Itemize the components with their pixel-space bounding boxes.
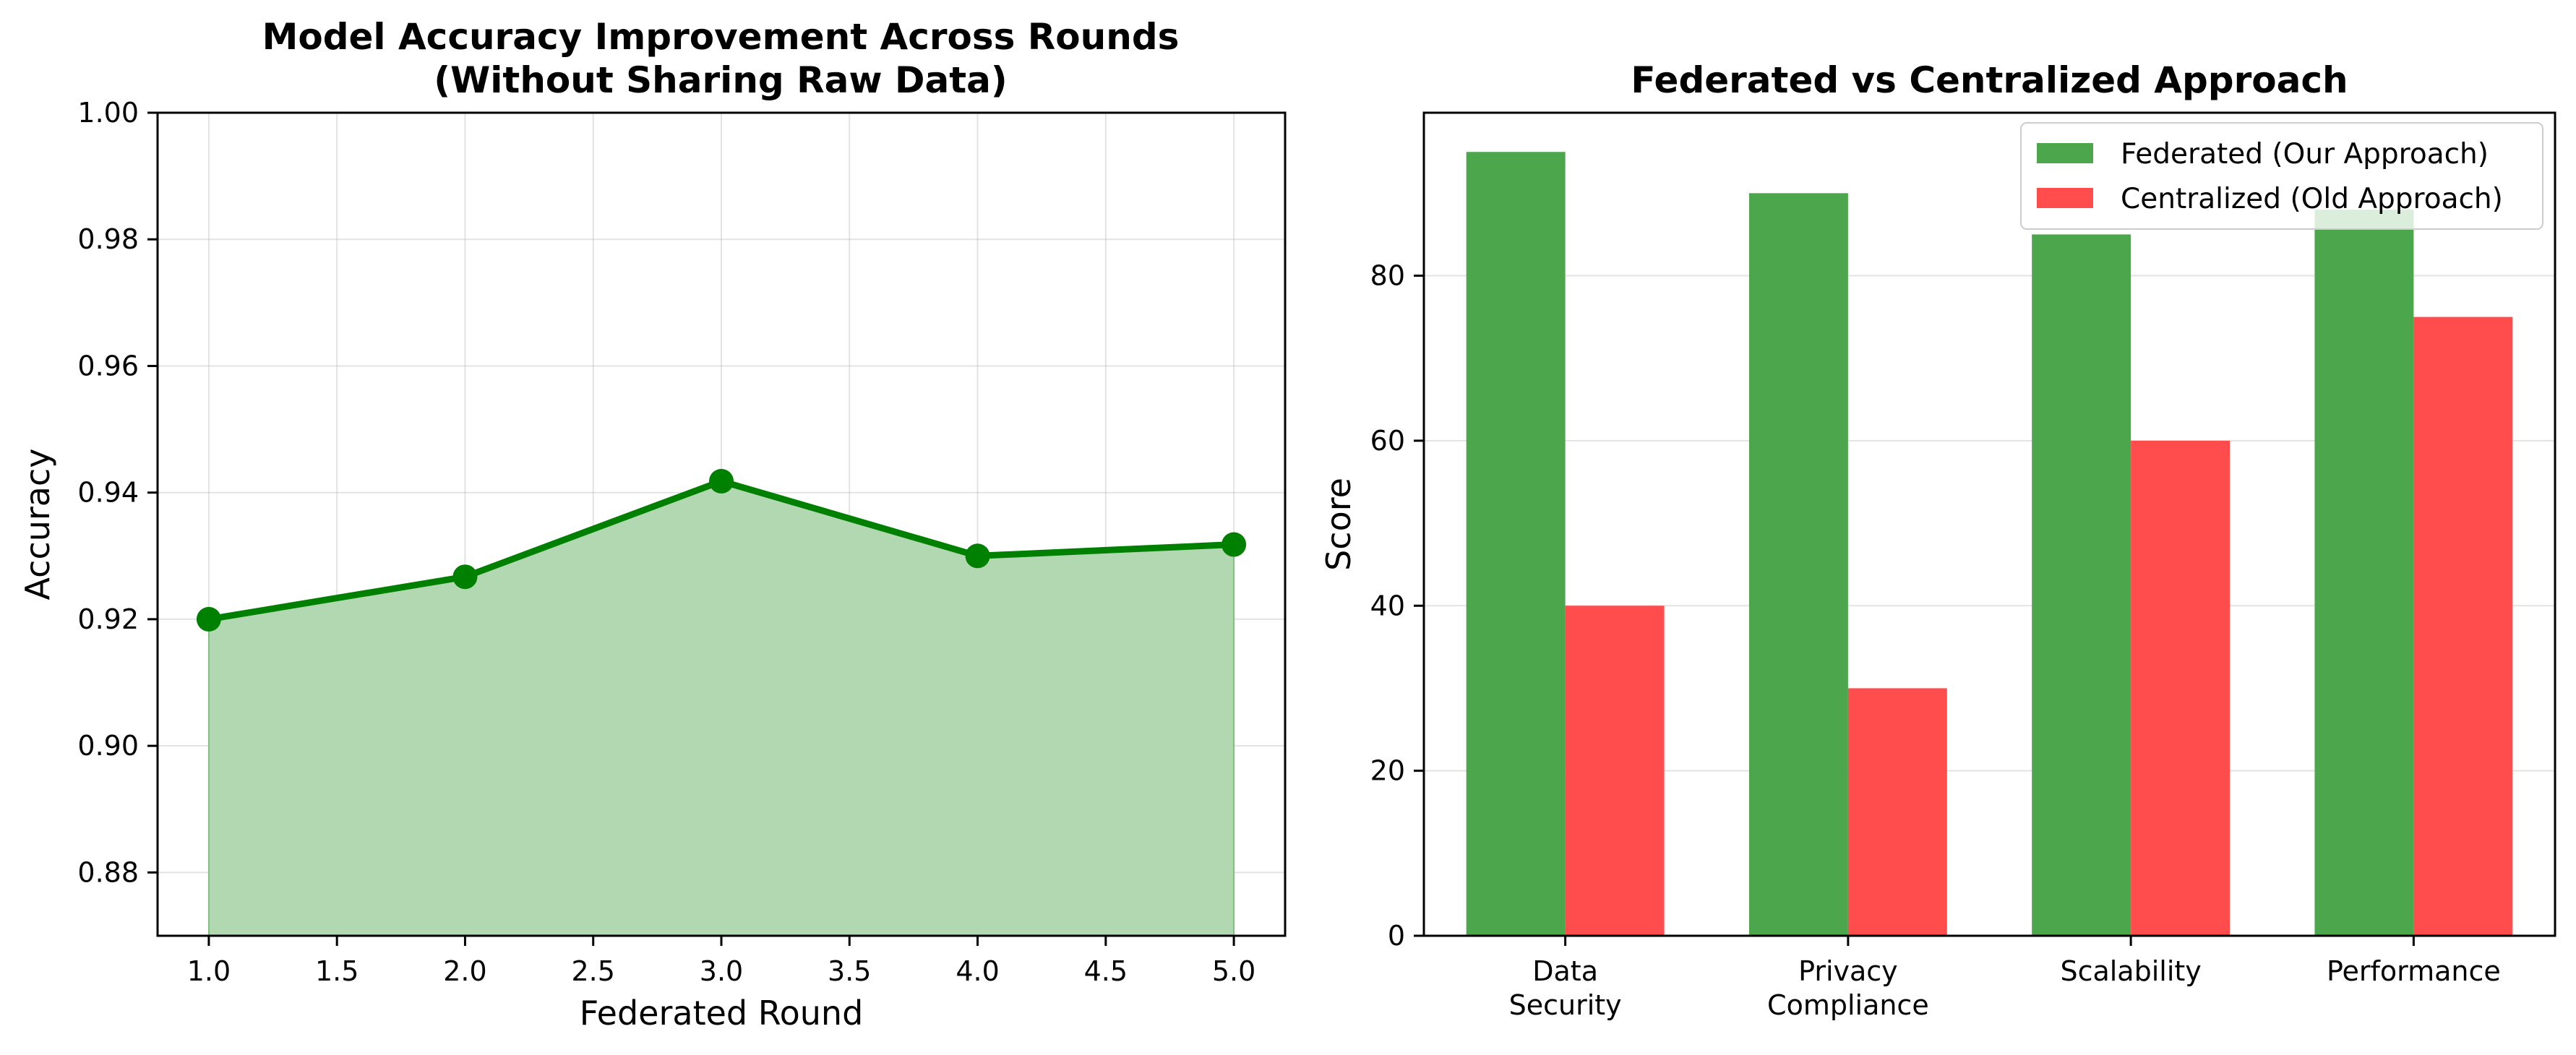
x-tick-label: 3.0	[700, 955, 743, 987]
accuracy-y-ticks: 0.88 0.90 0.92 0.94 0.96 0.98 1.00	[77, 97, 158, 888]
accuracy-x-ticks: 1.0 1.5 2.0 2.5 3.0 3.5 4.0 4.5 5.0	[187, 936, 1255, 987]
y-tick-label: 0.88	[77, 856, 139, 888]
legend-label: Centralized (Old Approach)	[2121, 183, 2503, 215]
x-tick-label: 4.5	[1084, 955, 1128, 987]
x-tick-label: 3.5	[828, 955, 871, 987]
x-tick-label: 1.0	[187, 955, 231, 987]
accuracy-data-point	[965, 543, 990, 569]
federated-bar	[1748, 193, 1848, 936]
y-tick-label: 0.90	[77, 730, 139, 762]
x-tick-label: Scalability	[2060, 955, 2201, 987]
legend-swatch	[2037, 143, 2093, 163]
accuracy-x-axis-label: Federated Round	[580, 994, 864, 1033]
y-tick-label: 0.98	[77, 223, 139, 255]
y-tick-label: 0	[1388, 920, 1405, 952]
comparison-x-ticks: Data Security Privacy Compliance Scalability…	[1509, 936, 2501, 1021]
x-tick-label: 2.0	[443, 955, 486, 987]
accuracy-chart-title-line2: (Without Sharing Raw Data)	[434, 59, 1007, 101]
x-tick-label: Performance	[2327, 955, 2501, 987]
comparison-bars	[1466, 152, 2513, 936]
comparison-axes-frame	[1422, 111, 2556, 937]
federated-bar	[1466, 152, 1566, 936]
x-tick-label: Privacy Compliance	[1767, 955, 1929, 1021]
accuracy-data-point	[1222, 532, 1247, 557]
centralized-bar	[2131, 440, 2231, 936]
federated-bar	[2032, 234, 2131, 936]
x-tick-label: 2.5	[572, 955, 615, 987]
comparison-chart-title: Federated vs Centralized Approach	[1631, 59, 2348, 101]
comparison-legend: Federated (Our Approach) Centralized (Old…	[2020, 122, 2543, 230]
accuracy-y-axis-label: Accuracy	[18, 448, 57, 600]
centralized-bar	[1565, 606, 1665, 936]
legend-box	[2020, 122, 2543, 230]
legend-swatch	[2037, 188, 2093, 208]
y-tick-label: 0.92	[77, 603, 139, 635]
comparison-y-axis-label: Score	[1319, 478, 1358, 571]
y-tick-label: 20	[1370, 755, 1405, 787]
accuracy-chart: 1.0 1.5 2.0 2.5 3.0 3.5 4.0 4.5 5.0 0.88 0.90 0.92…	[18, 16, 1287, 1033]
y-tick-label: 1.00	[77, 97, 139, 129]
accuracy-data-point	[196, 606, 221, 632]
y-tick-label: 40	[1370, 590, 1405, 621]
comparison-y-ticks: 0 20 40 60 80	[1370, 260, 1424, 952]
y-tick-label: 0.96	[77, 350, 139, 382]
accuracy-points	[196, 468, 1247, 632]
accuracy-data-point	[709, 468, 734, 494]
x-tick-label: 4.0	[956, 955, 999, 987]
x-tick-label: Data Security	[1509, 955, 1622, 1021]
accuracy-data-point	[452, 564, 478, 590]
y-tick-label: 0.94	[77, 477, 139, 509]
federated-bar	[2314, 210, 2414, 936]
centralized-bar	[1847, 688, 1947, 936]
legend-label: Federated (Our Approach)	[2121, 138, 2489, 171]
x-tick-label: 1.5	[315, 955, 359, 987]
centralized-bar	[2413, 316, 2513, 936]
accuracy-chart-title-line1: Model Accuracy Improvement Across Rounds	[262, 16, 1180, 58]
y-tick-label: 60	[1370, 425, 1405, 457]
y-tick-label: 80	[1370, 260, 1405, 292]
comparison-chart: Data Security Privacy Compliance Scalability…	[1319, 59, 2556, 1021]
x-tick-label: 5.0	[1212, 955, 1255, 987]
